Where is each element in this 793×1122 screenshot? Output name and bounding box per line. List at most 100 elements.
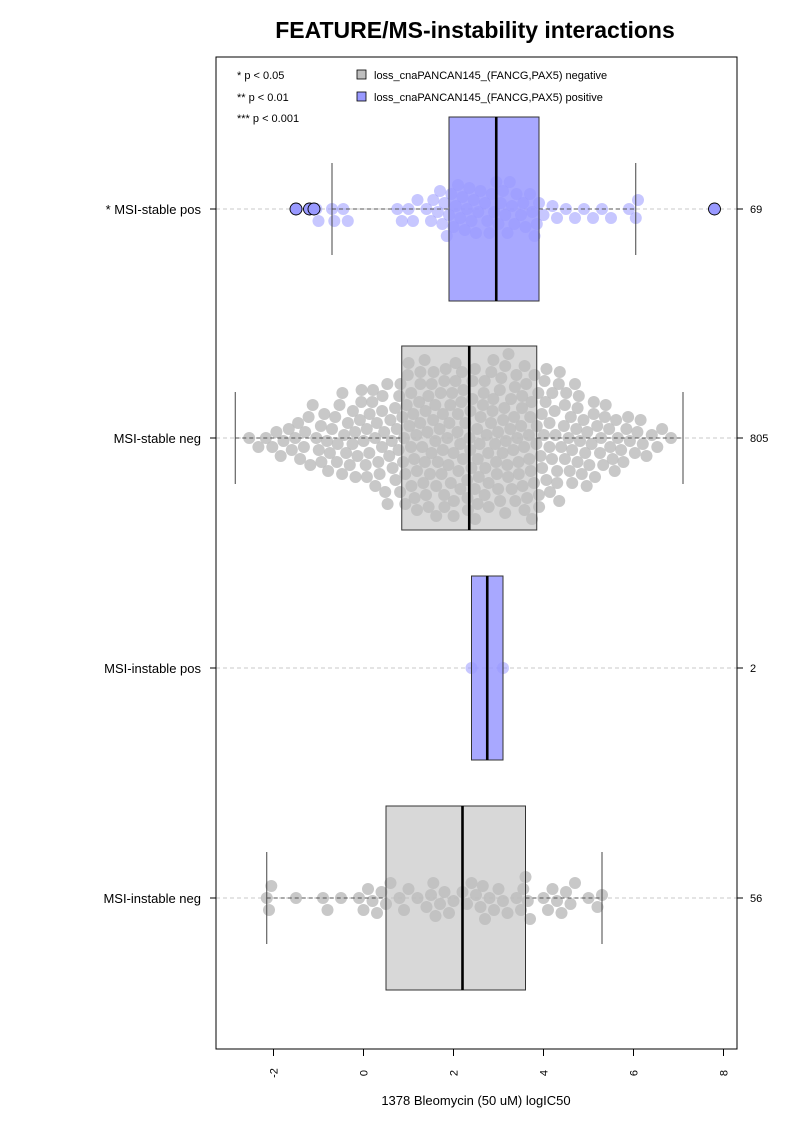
legend-swatch-negative [356, 69, 367, 80]
data-point [610, 414, 623, 426]
data-point [542, 904, 554, 916]
data-point [369, 432, 381, 444]
data-point [294, 453, 307, 465]
data-point [346, 438, 359, 450]
data-point [390, 423, 403, 435]
data-point [552, 378, 565, 390]
data-point [407, 215, 419, 227]
data-point [337, 203, 350, 215]
data-point [548, 405, 561, 417]
data-point [367, 384, 379, 396]
data-point [558, 399, 571, 411]
data-point [318, 408, 331, 420]
x-tick-label: 2 [449, 1070, 461, 1076]
data-point [355, 396, 368, 408]
data-point [378, 426, 391, 438]
data-point [566, 477, 579, 489]
data-point [243, 432, 256, 444]
data-point [372, 456, 385, 468]
legend-swatch-positive [356, 91, 367, 102]
data-point [551, 895, 563, 907]
group-label: MSI-stable neg [114, 431, 201, 446]
data-point [395, 215, 408, 227]
data-point [363, 408, 376, 420]
data-point [385, 435, 398, 447]
data-point [615, 444, 628, 456]
data-point [340, 447, 353, 459]
data-point [566, 444, 579, 456]
data-point [557, 420, 570, 432]
data-point [539, 396, 552, 408]
data-point [603, 423, 616, 435]
data-point [357, 904, 370, 916]
data-point [336, 468, 349, 480]
data-point [540, 363, 553, 375]
legend: * p < 0.05 ** p < 0.01 *** p < 0.001 los… [237, 69, 607, 125]
group-labels: * MSI-stable pos 69 MSI-stable neg 805 MSI-i… [103, 202, 768, 906]
data-point [636, 438, 649, 450]
data-point [363, 447, 376, 459]
data-point [560, 886, 572, 898]
data-point [569, 212, 581, 224]
data-point [543, 417, 556, 429]
data-point [341, 215, 354, 227]
data-point [330, 456, 343, 468]
data-point [553, 366, 566, 378]
data-point [597, 459, 610, 471]
data-point [546, 883, 559, 895]
chart-title: FEATURE/MS-instability interactions [275, 17, 675, 43]
data-point [359, 459, 372, 471]
data-point [277, 435, 290, 447]
data-point [535, 408, 548, 420]
data-point [314, 420, 327, 432]
group-label: * MSI-stable pos [106, 202, 202, 217]
data-point [569, 378, 581, 390]
data-point [381, 498, 394, 510]
data-point [555, 907, 568, 919]
data-point [376, 390, 389, 402]
sig-legend-3: *** p < 0.001 [237, 113, 299, 125]
data-point [546, 387, 559, 399]
data-point [558, 453, 571, 465]
box [448, 116, 540, 302]
data-point [599, 399, 612, 411]
data-point [315, 456, 328, 468]
data-point [333, 399, 346, 411]
data-point [375, 886, 388, 898]
data-point [598, 411, 611, 423]
data-point [360, 423, 373, 435]
data-point [632, 194, 644, 206]
data-point [560, 203, 572, 215]
data-point [436, 218, 449, 230]
data-point [335, 892, 347, 904]
data-point [321, 904, 334, 916]
box-layer [234, 116, 721, 991]
data-point [560, 387, 573, 399]
data-point [304, 459, 317, 471]
data-point [572, 390, 585, 402]
data-point [549, 429, 562, 441]
data-point [536, 462, 549, 474]
data-point [389, 474, 402, 486]
group-count: 69 [750, 204, 762, 216]
x-tick-label: -2 [269, 1068, 281, 1078]
data-point [274, 450, 287, 462]
data-point [341, 417, 354, 429]
data-point [326, 423, 338, 435]
data-point [571, 456, 584, 468]
x-axis: -2 0 2 4 6 8 [269, 1048, 731, 1078]
data-point [581, 426, 594, 438]
data-point [604, 441, 617, 453]
data-point [574, 435, 586, 447]
data-point [551, 477, 564, 489]
data-point [438, 197, 451, 209]
data-point [322, 465, 335, 477]
x-tick-label: 6 [629, 1070, 641, 1076]
data-point [580, 480, 593, 492]
data-point [551, 465, 564, 477]
data-point [328, 215, 341, 227]
data-point [331, 438, 344, 450]
data-point [366, 396, 379, 408]
data-point [611, 432, 624, 444]
